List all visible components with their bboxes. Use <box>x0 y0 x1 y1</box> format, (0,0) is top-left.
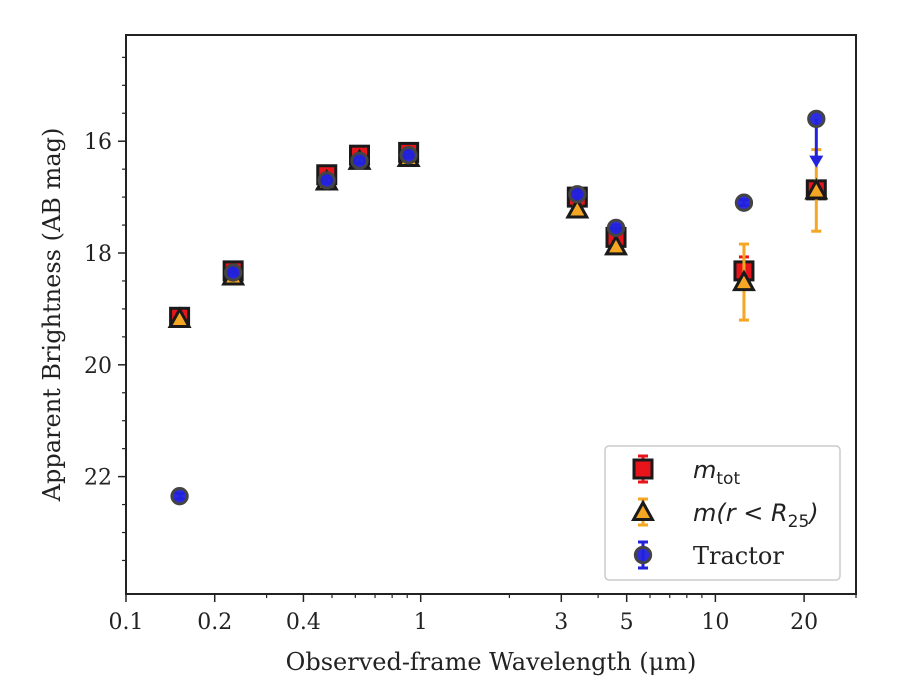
legend-marker-square <box>632 458 654 480</box>
x-tick-label: 0.2 <box>197 610 232 635</box>
data-marks <box>167 109 829 506</box>
legend-label: m(r < R25) <box>693 499 819 532</box>
legend-marker-circle <box>633 545 653 565</box>
series-triangle <box>167 145 829 329</box>
x-axis-label: Observed-frame Wavelength (μm) <box>286 648 697 676</box>
y-axis-label: Apparent Brightness (AB mag) <box>38 128 66 503</box>
y-tick-label: 20 <box>84 354 112 379</box>
legend-label: mtot <box>693 456 740 489</box>
data-point-circle <box>350 151 369 170</box>
x-axis-ticks: 0.1 0.2 0.4 1 3 5 10 20 <box>109 594 857 635</box>
data-point-circle <box>170 487 189 506</box>
upper-limit-arrow <box>809 155 824 168</box>
legend-box <box>604 445 841 581</box>
data-point-triangle <box>167 306 192 329</box>
data-point-circle <box>224 263 243 282</box>
x-tick-label: 3 <box>554 610 568 635</box>
y-axis-ticks: 16 18 20 22 <box>84 56 126 562</box>
plot-area <box>125 34 857 595</box>
legend: mtot m(r < R25) Tractor <box>604 445 841 581</box>
plot-frame <box>125 34 857 595</box>
x-tick-label: 1 <box>414 610 428 635</box>
data-point-circle <box>807 109 826 128</box>
legend-marker-triangle <box>631 499 655 522</box>
data-point-triangle <box>731 269 756 292</box>
x-tick-label: 10 <box>701 610 729 635</box>
x-tick-label: 5 <box>620 610 634 635</box>
x-tick-label: 20 <box>790 610 818 635</box>
data-point-triangle <box>804 177 829 200</box>
data-point-triangle <box>604 233 629 256</box>
data-point-circle <box>734 193 754 212</box>
x-tick-label: 0.1 <box>109 610 144 635</box>
data-point-circle <box>568 185 587 204</box>
y-tick-label: 18 <box>84 242 112 267</box>
data-point-circle <box>606 218 626 238</box>
series-circle <box>170 109 826 506</box>
y-tick-label: 22 <box>84 466 112 491</box>
legend-label: Tractor <box>693 542 784 570</box>
x-tick-label: 0.4 <box>286 610 321 635</box>
data-point-circle <box>317 171 336 190</box>
series-square <box>169 141 827 328</box>
data-point-triangle <box>565 196 590 219</box>
y-tick-label: 16 <box>84 130 112 155</box>
data-point-circle <box>399 146 418 165</box>
